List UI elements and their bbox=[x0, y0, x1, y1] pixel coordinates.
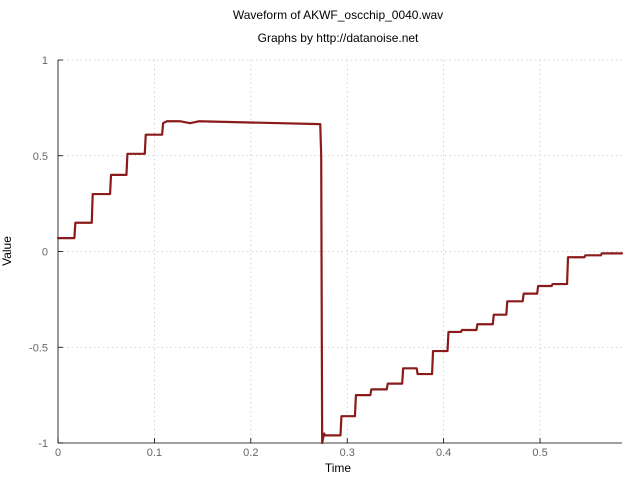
y-axis-label: Value bbox=[0, 236, 14, 266]
x-tick-label: 0.5 bbox=[532, 447, 547, 459]
grid bbox=[58, 59, 622, 443]
x-tick-label: 0.3 bbox=[340, 447, 355, 459]
series-layer bbox=[56, 120, 624, 445]
x-tick-label: 0.4 bbox=[436, 447, 451, 459]
y-tick-label: -1 bbox=[38, 438, 48, 450]
y-tick-label: 1 bbox=[42, 55, 48, 67]
x-tick-label: 0 bbox=[55, 447, 61, 459]
chart-title: Waveform of AKWF_oscchip_0040.wav bbox=[233, 8, 443, 22]
y-tick-label: 0 bbox=[42, 247, 48, 259]
chart-subtitle: Graphs by http://datanoise.net bbox=[258, 31, 419, 45]
x-axis-label: Time bbox=[325, 461, 352, 475]
y-tick-label: 0.5 bbox=[33, 151, 48, 163]
waveform-series-line bbox=[56, 120, 624, 445]
x-tick-label: 0.2 bbox=[243, 447, 258, 459]
axes bbox=[57, 59, 622, 444]
y-tick-label: -0.5 bbox=[29, 342, 48, 354]
x-tick-label: 0.1 bbox=[147, 447, 162, 459]
tick-labels: 0 0.1 0.2 0.3 0.4 0.5 1 0.5 0 -0.5 -1 bbox=[29, 55, 548, 459]
